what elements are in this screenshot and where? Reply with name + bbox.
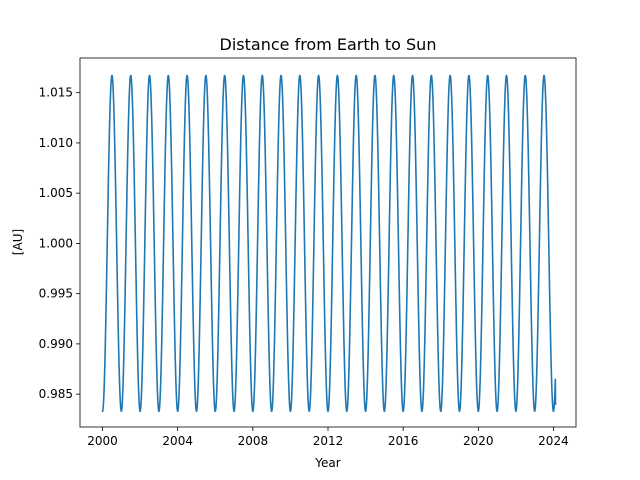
y-tick-label: 0.995	[39, 287, 73, 301]
y-tick-label: 1.005	[39, 186, 73, 200]
y-axis: 0.985 0.990 0.995 1.000 1.005 1.010 1.015	[39, 86, 80, 401]
plot-area	[101, 74, 557, 413]
y-tick-label: 1.010	[39, 136, 73, 150]
x-tick-label: 2012	[313, 434, 344, 448]
x-tick-label: 2004	[162, 434, 193, 448]
x-tick-label: 2000	[87, 434, 118, 448]
y-tick-label: 1.015	[39, 86, 73, 100]
x-tick-label: 2024	[538, 434, 569, 448]
x-tick-label: 2008	[238, 434, 269, 448]
y-tick-label: 0.985	[39, 387, 73, 401]
chart-title: Distance from Earth to Sun	[220, 35, 437, 54]
y-tick-label: 1.000	[39, 236, 73, 250]
x-tick-label: 2020	[463, 434, 494, 448]
x-tick-label: 2016	[388, 434, 419, 448]
x-axis: 2000 2004 2008 2012 2016 2020 2024	[87, 427, 569, 448]
y-axis-label: [AU]	[11, 229, 25, 255]
x-axis-label: Year	[314, 456, 340, 470]
y-tick-label: 0.990	[39, 337, 73, 351]
series-line-distance	[101, 74, 557, 413]
